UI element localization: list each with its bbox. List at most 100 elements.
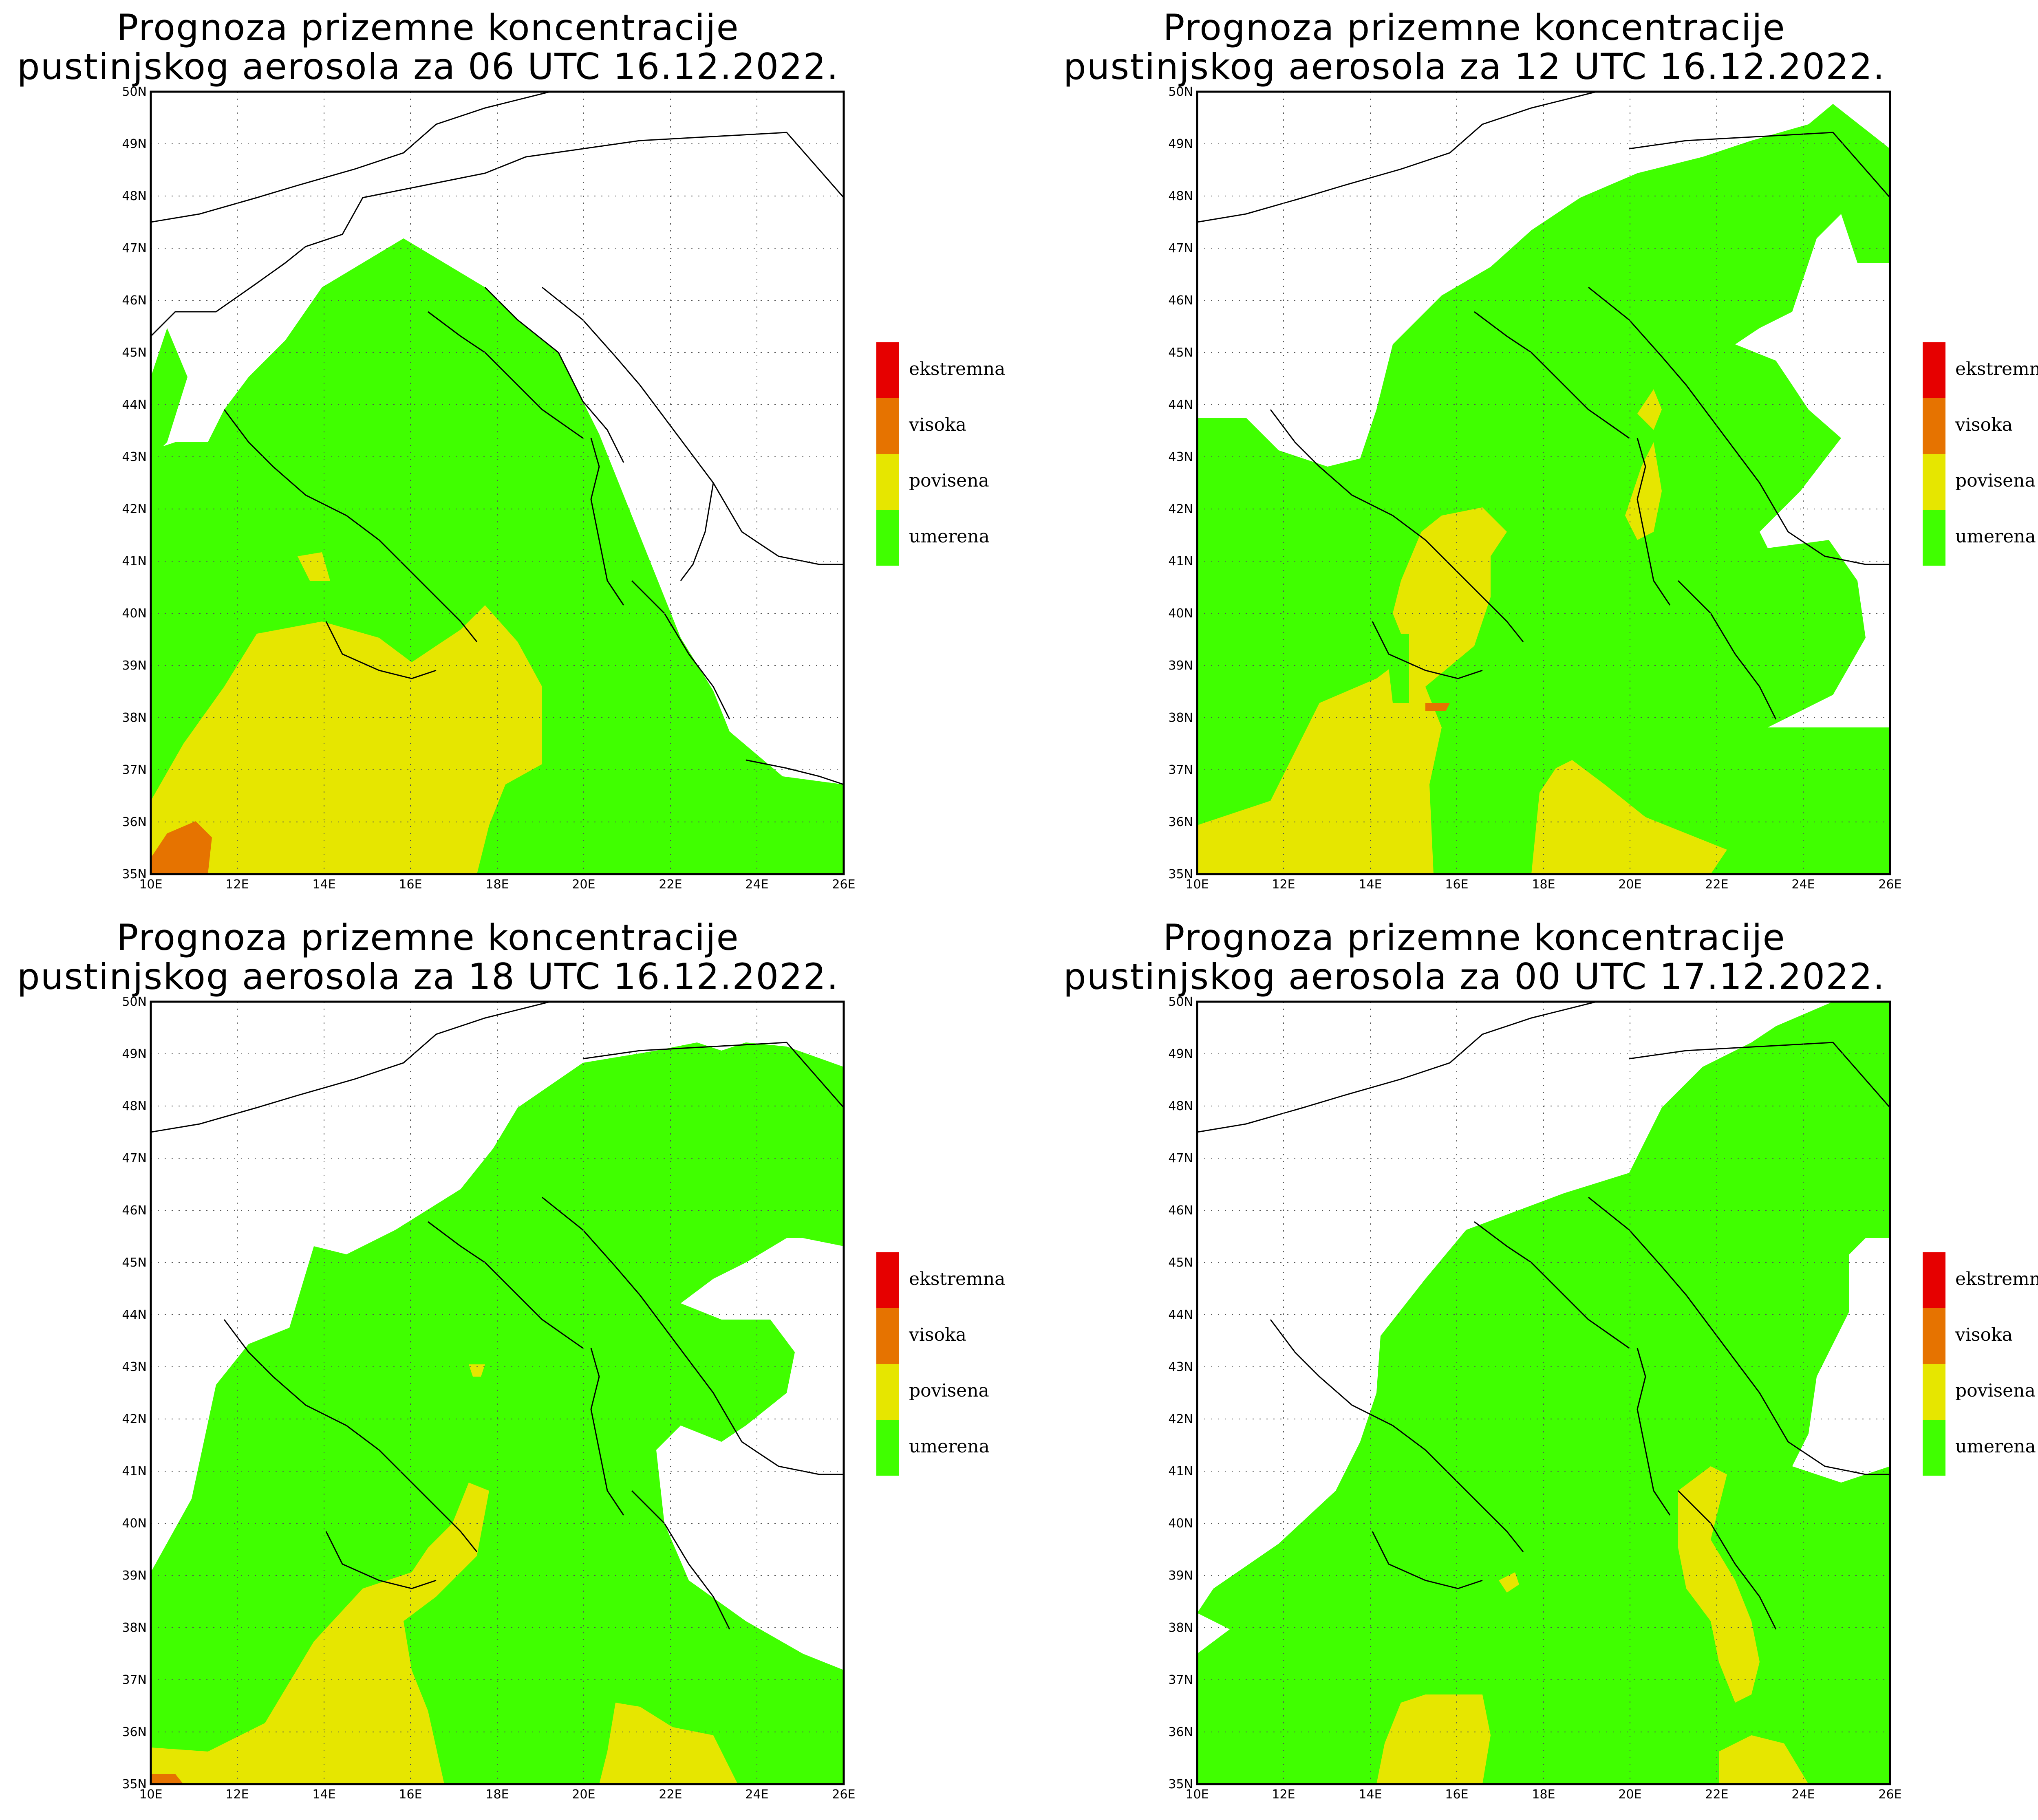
panel-title: Prognoza prizemne koncentracije pustinjs…	[0, 8, 856, 86]
legend-swatch-visoka	[876, 398, 899, 454]
svg-text:45N: 45N	[122, 346, 147, 360]
svg-text:20E: 20E	[572, 877, 595, 892]
svg-text:44N: 44N	[122, 1308, 147, 1322]
svg-text:39N: 39N	[122, 659, 147, 673]
svg-text:50N: 50N	[122, 85, 147, 99]
legend-label-umerena: umerena	[909, 1436, 990, 1457]
svg-text:44N: 44N	[122, 398, 147, 412]
svg-text:24E: 24E	[745, 877, 768, 892]
svg-text:12E: 12E	[225, 877, 249, 892]
svg-text:20E: 20E	[1618, 877, 1641, 892]
svg-text:39N: 39N	[1168, 659, 1193, 673]
visoka-area	[151, 821, 212, 874]
legend: ekstremna visoka povisena umerena	[876, 1252, 1005, 1476]
visoka-area	[151, 1774, 183, 1784]
svg-text:45N: 45N	[1168, 346, 1193, 360]
svg-text:38N: 38N	[1168, 711, 1193, 725]
svg-text:46N: 46N	[1168, 293, 1193, 308]
svg-text:37N: 37N	[1168, 763, 1193, 777]
svg-text:18E: 18E	[1532, 1787, 1555, 1802]
forecast-panel-00utc: Prognoza prizemne koncentracije pustinjs…	[1046, 910, 2038, 1820]
svg-text:42N: 42N	[1168, 502, 1193, 516]
svg-text:47N: 47N	[1168, 1151, 1193, 1166]
povisena-area	[151, 605, 542, 874]
legend-label-povisena: povisena	[1955, 1380, 2036, 1401]
svg-text:24E: 24E	[745, 1787, 768, 1802]
svg-text:41N: 41N	[122, 1464, 147, 1478]
svg-text:10E: 10E	[139, 1787, 162, 1802]
svg-text:14E: 14E	[1359, 877, 1382, 892]
svg-text:38N: 38N	[122, 711, 147, 725]
svg-text:48N: 48N	[1168, 189, 1193, 203]
svg-text:26E: 26E	[832, 877, 855, 892]
svg-text:10E: 10E	[1185, 877, 1209, 892]
svg-text:40N: 40N	[1168, 1516, 1193, 1531]
legend-label-visoka: visoka	[1955, 1324, 2013, 1345]
svg-text:22E: 22E	[659, 877, 682, 892]
legend-label-visoka: visoka	[1955, 414, 2013, 435]
svg-text:35N: 35N	[122, 1777, 147, 1791]
legend-label-ekstremna: ekstremna	[1955, 1269, 2038, 1289]
svg-text:47N: 47N	[122, 1151, 147, 1166]
svg-text:16E: 16E	[1445, 877, 1468, 892]
legend-label-visoka: visoka	[909, 414, 966, 435]
svg-text:18E: 18E	[1532, 877, 1555, 892]
svg-text:14E: 14E	[312, 877, 335, 892]
svg-text:40N: 40N	[1168, 606, 1193, 621]
svg-text:45N: 45N	[122, 1256, 147, 1270]
title-line-1: Prognoza prizemne koncentracije	[1163, 917, 1786, 958]
svg-text:18E: 18E	[485, 1787, 509, 1802]
svg-text:42N: 42N	[122, 1412, 147, 1426]
svg-text:47N: 47N	[1168, 241, 1193, 256]
svg-text:35N: 35N	[122, 867, 147, 881]
svg-text:50N: 50N	[1168, 85, 1193, 99]
povisena-area	[1197, 507, 1507, 874]
legend-label-umerena: umerena	[1955, 1436, 2036, 1457]
title-line-1: Prognoza prizemne koncentracije	[117, 7, 739, 48]
svg-text:36N: 36N	[122, 815, 147, 829]
panel-title: Prognoza prizemne koncentracije pustinjs…	[0, 918, 856, 996]
svg-text:14E: 14E	[1359, 1787, 1382, 1802]
svg-text:42N: 42N	[122, 502, 147, 516]
legend-swatch-ekstremna	[876, 342, 899, 398]
svg-text:50N: 50N	[122, 995, 147, 1009]
svg-text:43N: 43N	[122, 1360, 147, 1374]
legend-label-ekstremna: ekstremna	[909, 359, 1005, 379]
svg-text:12E: 12E	[225, 1787, 249, 1802]
svg-text:36N: 36N	[1168, 815, 1193, 829]
legend: ekstremna visoka povisena umerena	[1923, 1252, 2038, 1476]
legend-label-povisena: povisena	[1955, 470, 2036, 491]
legend-label-ekstremna: ekstremna	[909, 1269, 1005, 1289]
svg-text:49N: 49N	[122, 1047, 147, 1061]
svg-text:47N: 47N	[122, 241, 147, 256]
svg-text:18E: 18E	[485, 877, 509, 892]
svg-text:36N: 36N	[122, 1725, 147, 1739]
legend: ekstremna visoka povisena umerena	[1923, 342, 2038, 566]
svg-text:43N: 43N	[1168, 1360, 1193, 1374]
svg-text:37N: 37N	[122, 1673, 147, 1687]
svg-text:20E: 20E	[572, 1787, 595, 1802]
povisena-area	[1376, 1694, 1491, 1784]
svg-text:20E: 20E	[1618, 1787, 1641, 1802]
svg-text:22E: 22E	[1705, 1787, 1728, 1802]
title-line-1: Prognoza prizemne koncentracije	[117, 917, 739, 958]
svg-text:26E: 26E	[1878, 877, 1901, 892]
svg-text:48N: 48N	[122, 1099, 147, 1113]
svg-text:46N: 46N	[122, 293, 147, 308]
panel-title: Prognoza prizemne koncentracije pustinjs…	[1046, 8, 1902, 86]
svg-text:49N: 49N	[1168, 1047, 1193, 1061]
title-line-2: pustinjskog aerosola za 06 UTC 16.12.202…	[17, 46, 839, 88]
svg-text:41N: 41N	[122, 554, 147, 568]
povisena-area	[151, 1483, 489, 1784]
panel-title: Prognoza prizemne koncentracije pustinjs…	[1046, 918, 1902, 996]
svg-text:14E: 14E	[312, 1787, 335, 1802]
svg-text:16E: 16E	[1445, 1787, 1468, 1802]
svg-text:39N: 39N	[122, 1569, 147, 1583]
svg-text:48N: 48N	[122, 189, 147, 203]
svg-text:40N: 40N	[122, 1516, 147, 1531]
title-line-2: pustinjskog aerosola za 12 UTC 16.12.202…	[1063, 46, 1886, 88]
svg-text:39N: 39N	[1168, 1569, 1193, 1583]
svg-text:26E: 26E	[832, 1787, 855, 1802]
